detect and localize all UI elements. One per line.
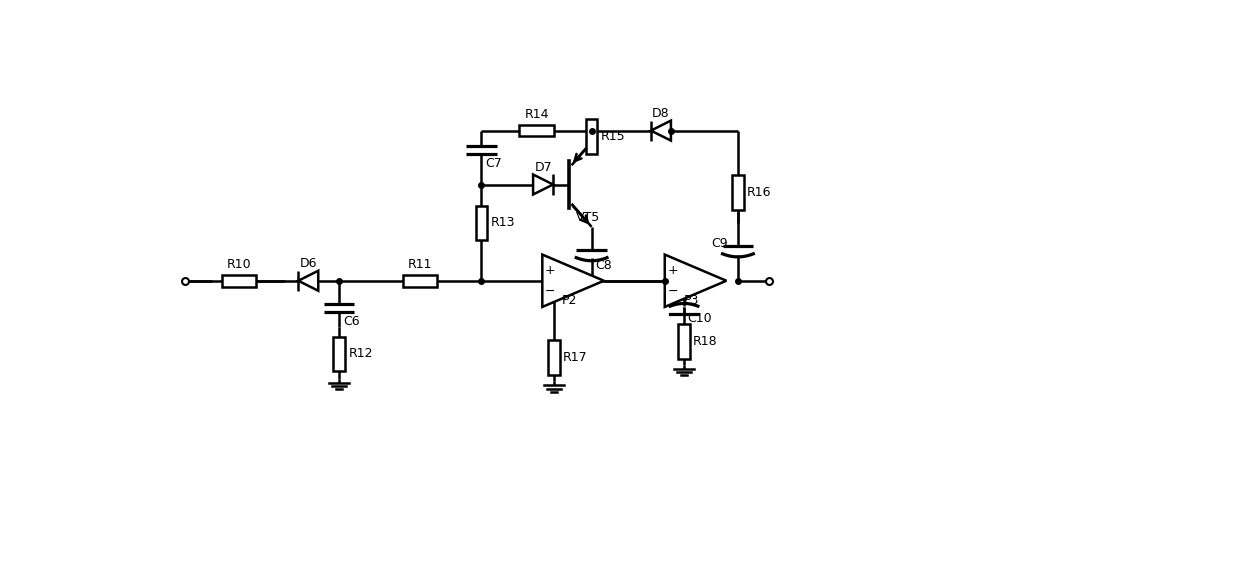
Bar: [334, 336, 345, 371]
Text: +: +: [544, 264, 556, 277]
Text: R18: R18: [693, 335, 718, 348]
Text: −: −: [667, 285, 678, 298]
Text: P2: P2: [562, 294, 577, 307]
Text: R15: R15: [601, 130, 625, 143]
Polygon shape: [651, 121, 671, 141]
Text: R11: R11: [408, 258, 433, 271]
Polygon shape: [665, 255, 727, 307]
Bar: [548, 340, 559, 375]
Text: R14: R14: [525, 108, 549, 121]
Bar: [520, 125, 554, 136]
Text: D8: D8: [652, 107, 670, 120]
Text: R17: R17: [563, 351, 588, 364]
Text: −: −: [544, 285, 556, 298]
Bar: [476, 206, 487, 240]
Polygon shape: [533, 174, 553, 194]
Text: C10: C10: [687, 312, 712, 324]
Text: R13: R13: [491, 217, 516, 229]
Text: R12: R12: [348, 347, 373, 361]
Text: +: +: [667, 264, 678, 277]
Bar: [403, 275, 438, 286]
Bar: [732, 175, 744, 209]
Polygon shape: [542, 255, 604, 307]
Text: C6: C6: [343, 315, 360, 328]
Text: C7: C7: [485, 157, 502, 170]
Text: R16: R16: [748, 186, 771, 199]
Polygon shape: [299, 271, 319, 291]
Bar: [678, 324, 689, 359]
Text: C9: C9: [711, 237, 728, 250]
Text: C8: C8: [595, 259, 613, 272]
Text: D6: D6: [300, 257, 317, 270]
Bar: [585, 119, 598, 154]
Text: D7: D7: [534, 161, 552, 174]
Text: P3: P3: [684, 294, 699, 307]
Text: R10: R10: [227, 258, 252, 271]
Text: VT5: VT5: [577, 212, 600, 224]
Bar: [222, 275, 257, 286]
